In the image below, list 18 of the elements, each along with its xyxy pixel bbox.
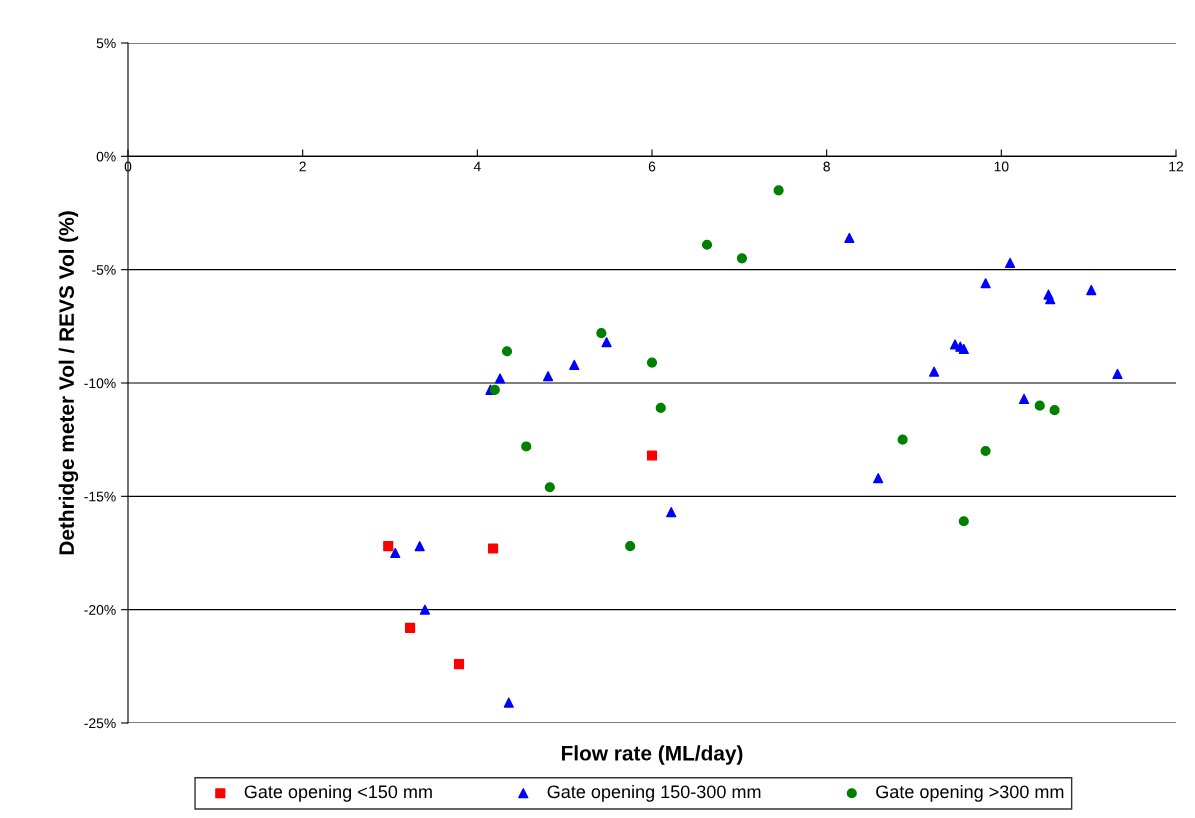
y-tick-label: 0%	[96, 151, 116, 162]
y-tick-label: -5%	[92, 265, 116, 275]
y-tick-label: -15%	[84, 491, 116, 502]
y-tick-label: 5%	[96, 38, 116, 49]
legend-label: Gate opening 150-300 mm	[547, 784, 761, 802]
legend-label: Gate opening <150 mm	[244, 784, 432, 802]
x-tick-label: 4	[473, 161, 481, 172]
x-tick-label: 8	[823, 161, 830, 172]
y-tick-label: -20%	[84, 605, 116, 615]
y-tick-label: -10%	[84, 378, 116, 389]
x-tick-label: 6	[648, 161, 656, 172]
legend-label: Gate opening >300 mm	[876, 784, 1064, 802]
x-tick-label: 10	[994, 161, 1009, 172]
y-tick-label: -25%	[84, 718, 116, 729]
x-tick-label: 2	[299, 161, 306, 172]
x-axis-title: Flow rate (ML/day)	[561, 745, 743, 765]
x-tick-label: 12	[1169, 161, 1184, 172]
y-axis-title: Dethridge meter Vol / REVS Vol (%)	[58, 211, 79, 555]
